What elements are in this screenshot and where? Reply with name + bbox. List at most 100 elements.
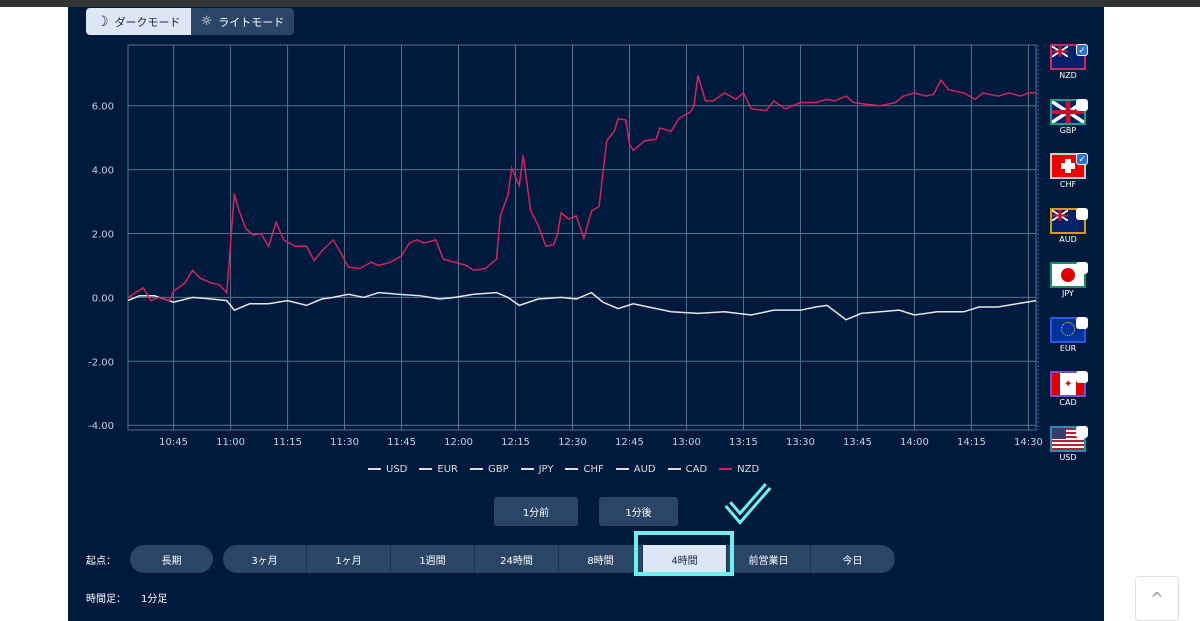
y-tick-label: 6.00 bbox=[92, 102, 114, 113]
legend-item-usd[interactable]: USD bbox=[368, 464, 407, 475]
legend-item-cad[interactable]: CAD bbox=[667, 464, 708, 475]
flag-aud[interactable]: AUD bbox=[1046, 207, 1090, 261]
legend-label: EUR bbox=[437, 464, 458, 475]
legend-swatch bbox=[368, 468, 381, 470]
legend-swatch bbox=[419, 468, 433, 470]
legend-item-gbp[interactable]: GBP bbox=[469, 464, 509, 475]
currency-code: AUD bbox=[1059, 234, 1077, 244]
flag-checkbox[interactable] bbox=[1076, 207, 1088, 220]
legend-swatch bbox=[565, 468, 579, 470]
flag-chf[interactable]: ✓ CHF bbox=[1046, 153, 1090, 206]
y-tick-label: 2.00 bbox=[92, 230, 114, 241]
sun-icon: ☼ bbox=[200, 14, 213, 29]
x-tick-label: 11:00 bbox=[216, 437, 245, 448]
flag-checkbox[interactable]: ✓ bbox=[1076, 153, 1088, 165]
highlight-box bbox=[634, 531, 734, 576]
plot-border bbox=[127, 44, 1037, 431]
legend-item-nzd[interactable]: NZD bbox=[719, 464, 759, 475]
x-tick-label: 12:30 bbox=[558, 437, 587, 448]
scroll-to-top-button[interactable]: ^ bbox=[1135, 576, 1179, 621]
legend-label: NZD bbox=[737, 464, 760, 475]
x-tick-label: 13:45 bbox=[843, 437, 872, 448]
range-button[interactable]: 4時間 bbox=[643, 545, 727, 573]
legend-label: GBP bbox=[487, 464, 509, 475]
y-tick-label: -2.00 bbox=[88, 357, 114, 368]
dark-mode-button[interactable]: ☽ ダークモード bbox=[86, 8, 191, 35]
legend-swatch bbox=[667, 468, 681, 470]
legend-label: CHF bbox=[583, 464, 604, 475]
browser-top-bar bbox=[0, 0, 1200, 7]
x-tick-label: 11:45 bbox=[387, 437, 416, 448]
flag-checkbox[interactable] bbox=[1076, 425, 1088, 438]
x-tick-label: 13:30 bbox=[786, 437, 815, 448]
y-tick-label: 0.00 bbox=[92, 293, 114, 304]
flag-nzd[interactable]: ✓ NZD bbox=[1046, 44, 1090, 97]
range-button[interactable]: 3ヶ月 bbox=[223, 545, 307, 573]
flag-jpy[interactable]: JPY bbox=[1046, 262, 1090, 315]
legend-swatch bbox=[520, 468, 534, 470]
flag-usd[interactable]: USD bbox=[1046, 425, 1090, 479]
x-tick-label: 14:00 bbox=[900, 437, 929, 448]
x-tick-label: 12:00 bbox=[444, 437, 473, 448]
legend-item-jpy[interactable]: JPY bbox=[520, 464, 554, 475]
eur-flag-icon bbox=[1050, 316, 1086, 343]
currency-code: NZD bbox=[1059, 71, 1077, 80]
range-button[interactable]: 今日 bbox=[811, 545, 895, 573]
currency-code: JPY bbox=[1062, 289, 1074, 298]
currency-code: USD bbox=[1059, 452, 1077, 462]
flag-checkbox[interactable] bbox=[1076, 371, 1088, 383]
range-button[interactable]: 1ヶ月 bbox=[307, 545, 391, 573]
x-tick-label: 13:15 bbox=[729, 437, 758, 448]
flag-checkbox[interactable] bbox=[1076, 262, 1088, 274]
legend-item-eur[interactable]: EUR bbox=[419, 464, 458, 475]
series-line-chf bbox=[127, 291, 1037, 321]
legend-label: CAD bbox=[685, 464, 708, 475]
currency-strength-chart: 6.00 4.00 2.00 0.00 -2.00 -4.00 10:45 11:00 11:1… bbox=[88, 44, 1043, 448]
checkmark-annotation-icon bbox=[724, 483, 772, 525]
legend-label: AUD bbox=[633, 464, 656, 475]
series-line-nzd bbox=[127, 75, 1036, 302]
legend-item-aud[interactable]: AUD bbox=[615, 464, 656, 475]
y-tick-label: -4.00 bbox=[88, 421, 114, 432]
next-minute-button[interactable]: 1分後 bbox=[599, 497, 678, 526]
x-tick-label: 14:30 bbox=[1014, 437, 1043, 448]
x-tick-label: 13:00 bbox=[672, 437, 701, 448]
flag-eur[interactable]: EUR bbox=[1046, 316, 1090, 370]
currency-code: EUR bbox=[1059, 343, 1077, 353]
chevron-up-icon: ^ bbox=[1150, 589, 1164, 608]
range-button[interactable]: 8時間 bbox=[559, 545, 643, 573]
flag-gbp[interactable]: GBP bbox=[1046, 98, 1090, 152]
range-button[interactable]: 1週間 bbox=[391, 545, 475, 573]
legend-label: USD bbox=[386, 464, 408, 475]
flag-cad[interactable]: ✦ CAD bbox=[1046, 371, 1090, 424]
chart-legend: USD EUR GBP JPY CHF AUD CAD NZD bbox=[368, 464, 759, 475]
x-tick-label: 12:45 bbox=[615, 437, 644, 448]
x-tick-label: 11:15 bbox=[273, 437, 302, 448]
timeframe-value: 1分足 bbox=[141, 594, 168, 605]
flag-checkbox[interactable]: ✓ bbox=[1076, 44, 1088, 56]
theme-toggle: ☽ ダークモード ☼ ライトモード bbox=[86, 8, 295, 35]
prev-minute-button[interactable]: 1分前 bbox=[494, 497, 578, 526]
jpy-flag-icon bbox=[1050, 262, 1086, 288]
legend-swatch bbox=[719, 468, 733, 470]
light-mode-button[interactable]: ☼ ライトモード bbox=[190, 8, 295, 35]
moon-icon: ☽ bbox=[96, 13, 109, 30]
range-button[interactable]: 前営業日 bbox=[727, 545, 811, 573]
x-tick-label: 10:45 bbox=[159, 437, 188, 448]
legend-label: JPY bbox=[538, 464, 554, 475]
currency-flag-list: ✓ NZD GBP ✓ CHF AUD JPY EUR ✦ CAD USD bbox=[1046, 42, 1090, 478]
range-long-term-button[interactable]: 長期 bbox=[130, 545, 213, 573]
y-tick-label: 4.00 bbox=[92, 166, 114, 177]
currency-code: CAD bbox=[1059, 398, 1077, 407]
x-tick-label: 14:15 bbox=[957, 437, 986, 448]
range-selector: 3ヶ月 1ヶ月 1週間 24時間 8時間 4時間 前営業日 今日 bbox=[223, 545, 895, 573]
flag-checkbox[interactable] bbox=[1076, 98, 1088, 111]
chart-panel bbox=[68, 7, 1104, 621]
range-button[interactable]: 24時間 bbox=[475, 545, 559, 573]
legend-swatch bbox=[615, 468, 629, 470]
legend-item-chf[interactable]: CHF bbox=[565, 464, 604, 475]
flag-checkbox[interactable] bbox=[1076, 316, 1088, 329]
x-tick-label: 11:30 bbox=[330, 437, 359, 448]
timeframe-label: 時間足： bbox=[86, 594, 126, 605]
currency-code: GBP bbox=[1059, 125, 1077, 135]
